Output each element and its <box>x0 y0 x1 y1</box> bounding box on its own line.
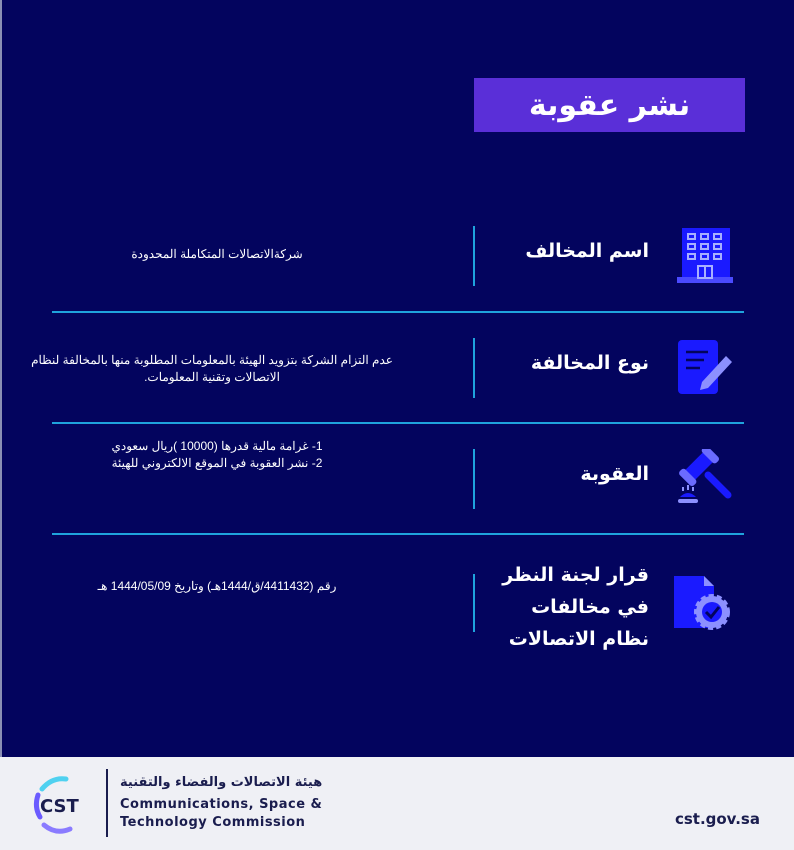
violator-name-label: اسم المخالف <box>525 240 649 262</box>
divider <box>52 422 744 424</box>
org-name-english-2: Technology Commission <box>120 815 306 830</box>
document-edit-icon <box>678 340 732 394</box>
divider <box>473 338 475 398</box>
committee-decision-value: رقم (4411432/ق/1444هـ) وتاريخ 1444/05/09… <box>97 579 337 593</box>
penalty-label: العقوبة <box>580 463 649 485</box>
violation-type-label: نوع المخالفة <box>530 352 649 374</box>
penalty-item: 2- نشر العقوبة في الموقع الالكتروني للهي… <box>111 456 323 470</box>
footer: CST هيئة الاتصالات والفضاء والتقنية Comm… <box>0 757 794 850</box>
cst-logo: CST <box>33 776 80 834</box>
label-line: نظام الاتصالات <box>508 628 649 650</box>
website-link[interactable]: cst.gov.sa <box>674 810 760 828</box>
divider <box>52 311 744 313</box>
page-title: نشر عقوبة <box>474 78 745 132</box>
label-line: في مخالفات <box>531 596 649 618</box>
org-name-arabic: هيئة الاتصالات والفضاء والتقنية <box>120 775 323 790</box>
gavel-icon <box>678 449 732 503</box>
violation-type-value: عدم التزام الشركة بتزويد الهيئة بالمعلوم… <box>31 353 393 384</box>
svg-text:CST: CST <box>40 796 80 817</box>
penalty-item: 1- غرامة مالية قدرها (10000 )ريال سعودي <box>111 439 323 453</box>
divider <box>473 574 475 632</box>
label-line: قرار لجنة النظر <box>502 564 649 586</box>
penalty-value: 1- غرامة مالية قدرها (10000 )ريال سعودي … <box>22 438 412 472</box>
divider <box>473 226 475 286</box>
penalty-infographic: نشر عقوبة اسم المخالف شركةالاتصالات المت… <box>0 0 794 757</box>
divider <box>52 533 744 535</box>
certified-document-icon <box>674 576 730 630</box>
violator-name-value: شركةالاتصالات المتكاملة المحدودة <box>131 247 303 261</box>
org-name-english-1: Communications, Space & <box>120 797 323 812</box>
committee-decision-label: قرار لجنة النظر في مخالفات نظام الاتصالا… <box>479 559 649 655</box>
divider <box>106 769 108 837</box>
divider <box>473 449 475 509</box>
building-icon <box>677 228 733 283</box>
